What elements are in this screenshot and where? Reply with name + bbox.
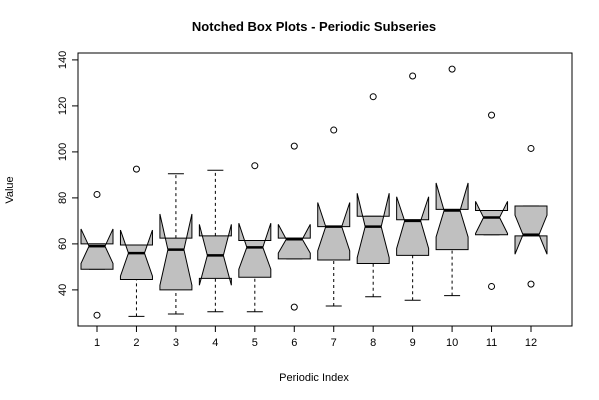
y-tick-label: 40 bbox=[57, 284, 69, 296]
outlier bbox=[527, 144, 535, 152]
outlier bbox=[448, 65, 456, 73]
notched-box bbox=[238, 223, 272, 278]
outlier bbox=[369, 93, 377, 101]
notched-box bbox=[80, 228, 114, 270]
x-tick-label: 5 bbox=[252, 337, 258, 349]
x-tick-label: 11 bbox=[486, 337, 497, 349]
plot-frame bbox=[77, 52, 573, 327]
x-tick-label: 1 bbox=[94, 337, 100, 349]
x-tick-label: 10 bbox=[446, 337, 458, 349]
notched-box bbox=[356, 193, 390, 264]
notched-box bbox=[514, 205, 548, 255]
outlier bbox=[93, 190, 101, 198]
outlier bbox=[290, 303, 298, 311]
x-tick-label: 8 bbox=[370, 337, 376, 349]
outlier bbox=[488, 111, 496, 119]
y-tick-label: 100 bbox=[57, 143, 69, 161]
notched-box bbox=[435, 182, 469, 251]
y-tick-label: 120 bbox=[57, 97, 69, 115]
outlier bbox=[330, 126, 338, 134]
outlier bbox=[527, 280, 535, 288]
outlier bbox=[488, 282, 496, 290]
x-tick-label: 9 bbox=[410, 337, 416, 349]
y-axis-label: Value bbox=[4, 176, 16, 203]
notched-box bbox=[277, 224, 311, 260]
outlier bbox=[132, 165, 140, 173]
outlier bbox=[290, 142, 298, 150]
x-tick-label: 4 bbox=[212, 337, 218, 349]
outlier bbox=[251, 162, 259, 170]
x-tick-label: 6 bbox=[291, 337, 297, 349]
outlier bbox=[409, 72, 417, 80]
notched-box bbox=[159, 213, 193, 291]
chart-title: Notched Box Plots - Periodic Subseries bbox=[192, 19, 436, 34]
y-tick-label: 80 bbox=[57, 192, 69, 204]
notched-box bbox=[119, 229, 153, 281]
x-tick-label: 7 bbox=[331, 337, 337, 349]
x-tick-label: 3 bbox=[173, 337, 179, 349]
notched-box bbox=[396, 196, 430, 256]
x-tick-label: 2 bbox=[133, 337, 139, 349]
notched-box bbox=[317, 202, 351, 261]
x-tick-label: 12 bbox=[525, 337, 537, 349]
outlier bbox=[93, 311, 101, 319]
x-axis-label: Periodic Index bbox=[279, 372, 349, 384]
y-tick-label: 140 bbox=[57, 51, 69, 69]
y-tick-label: 60 bbox=[57, 238, 69, 250]
